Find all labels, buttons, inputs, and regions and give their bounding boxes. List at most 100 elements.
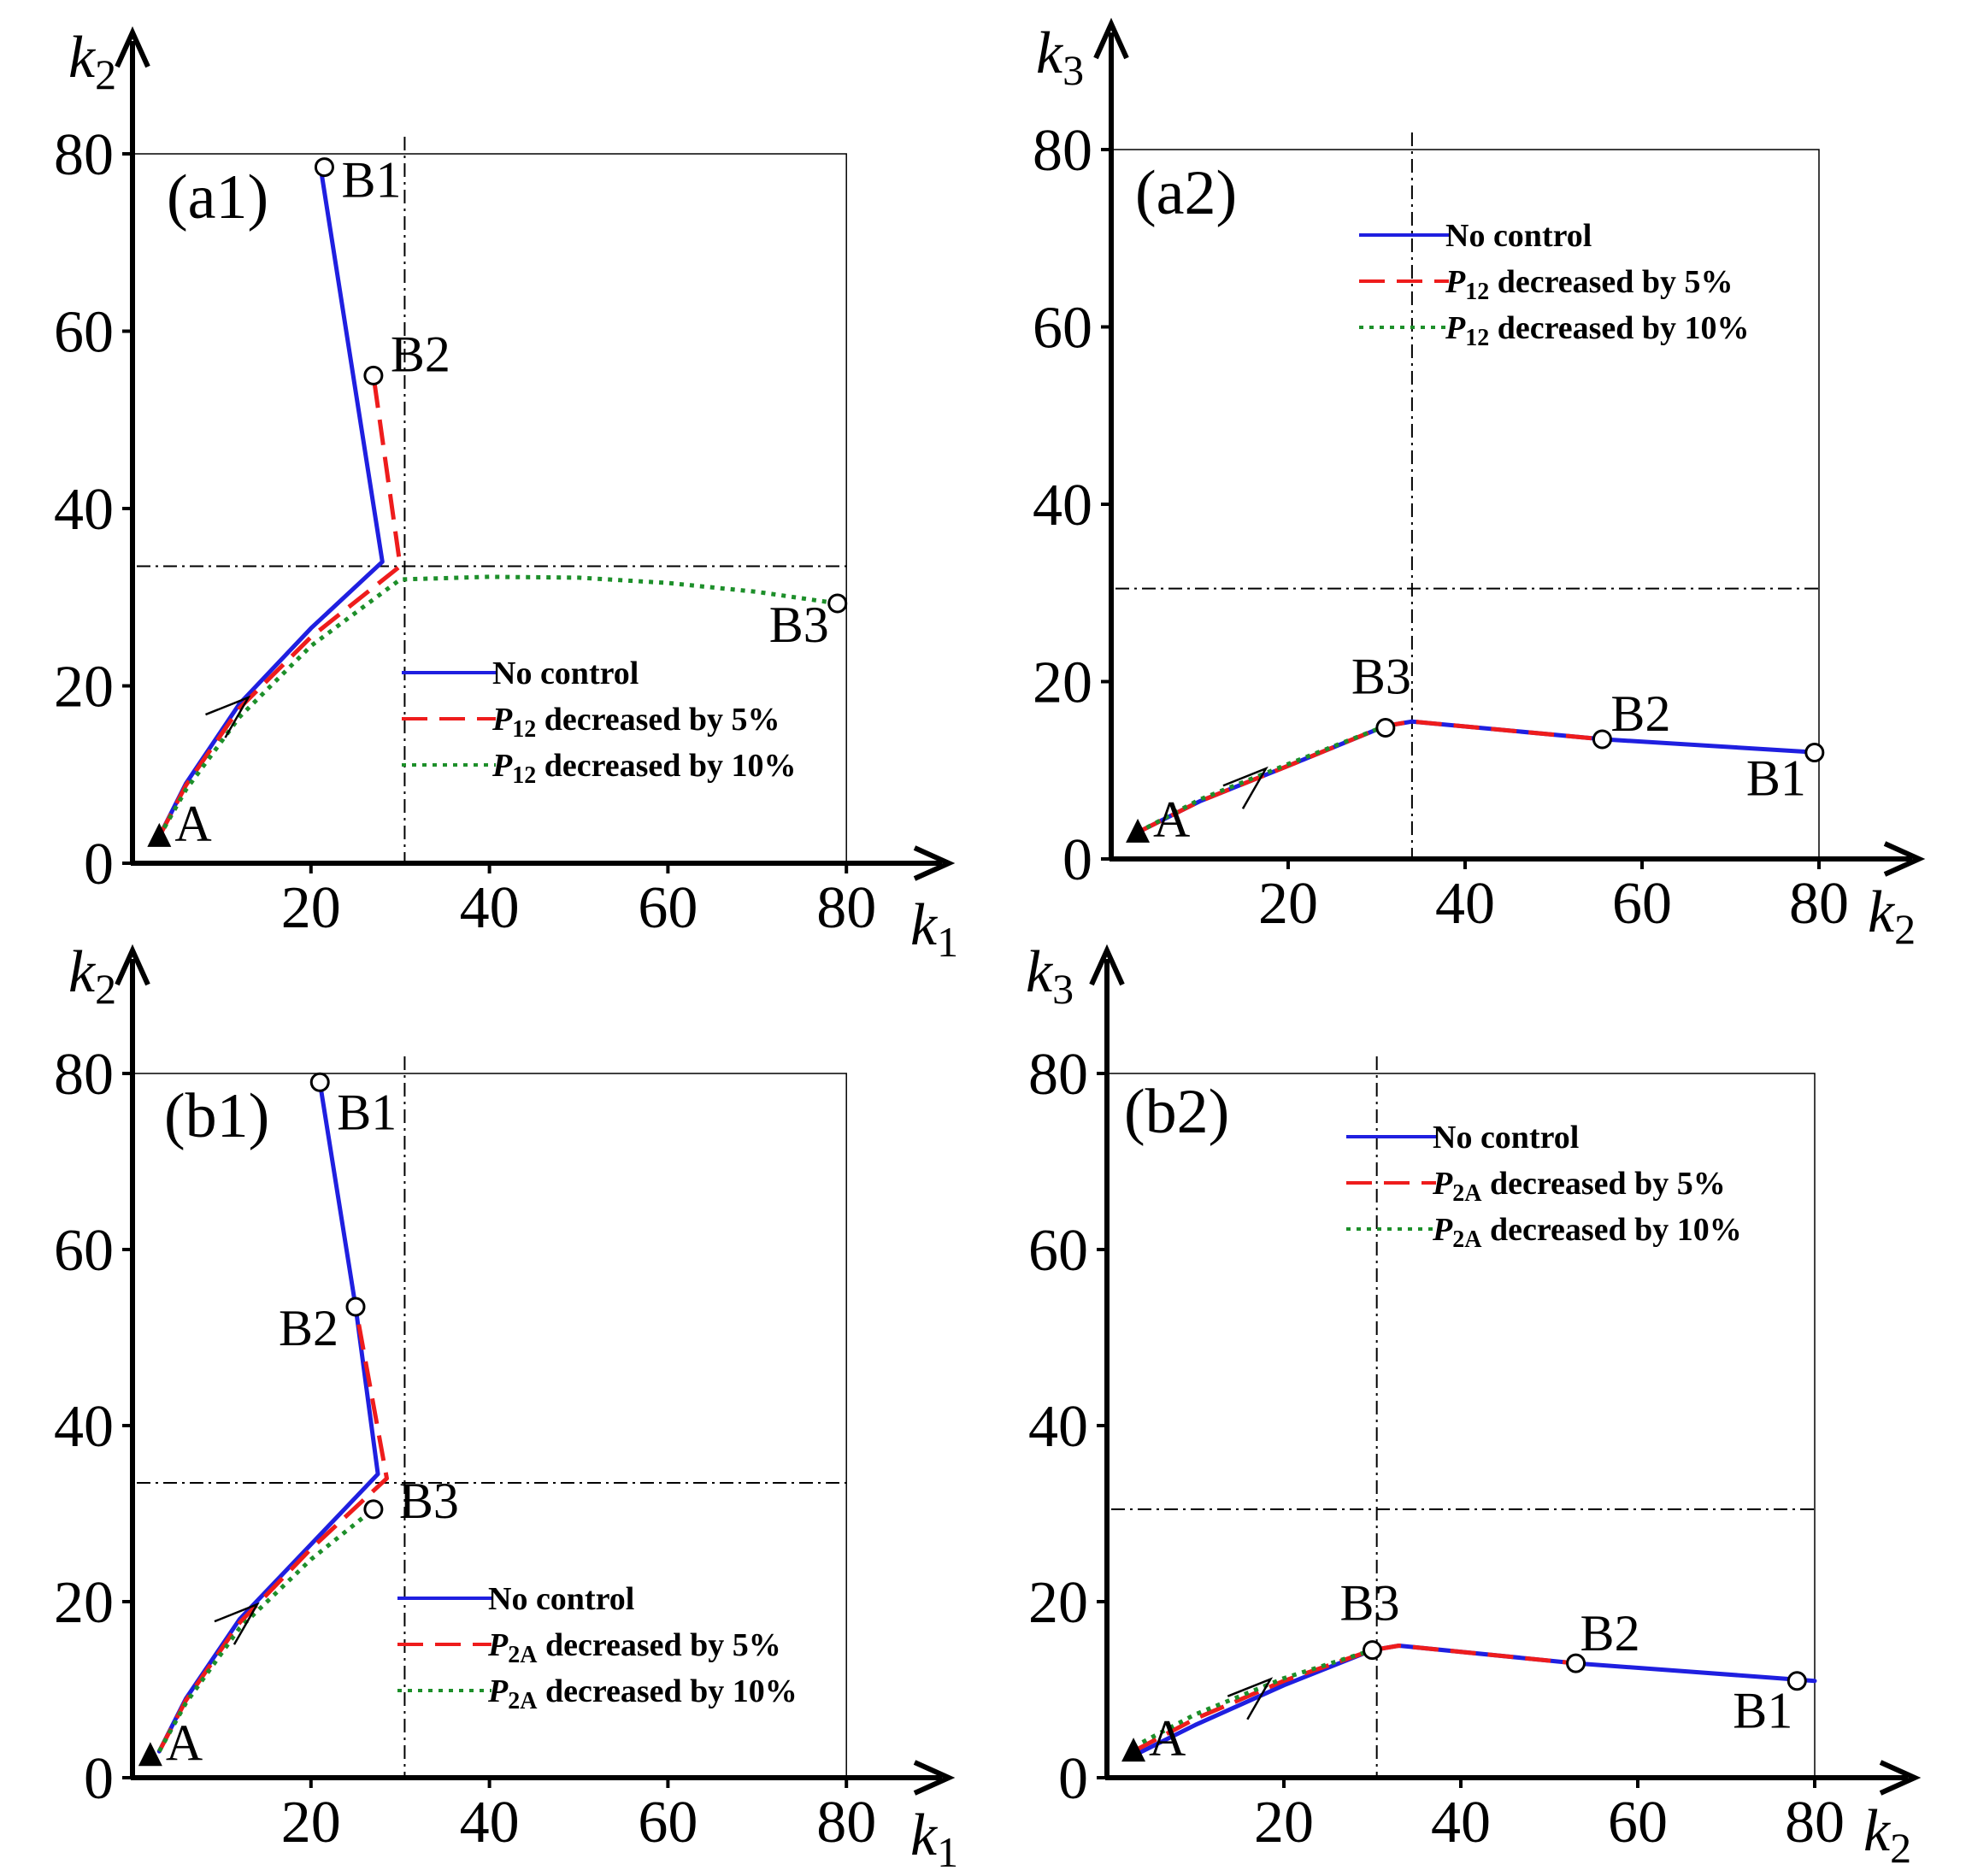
x-tick-label: 20	[1254, 1790, 1314, 1855]
y-tick-label: 40	[1033, 473, 1092, 538]
y-tick-label: 20	[1033, 650, 1092, 716]
direction-arrow-mark	[205, 695, 251, 738]
series-line-2	[157, 375, 403, 838]
end-point-label: B1	[341, 152, 401, 209]
start-point-marker	[1126, 818, 1151, 843]
legend-sub: 2A	[508, 1642, 538, 1668]
end-point-marker	[1592, 729, 1612, 750]
y-tick-label: 0	[84, 1746, 114, 1812]
y-tick-label: 60	[1033, 296, 1092, 362]
legend-label-2: P12 decreased by 5%	[492, 702, 780, 743]
x-axis-arrow	[913, 845, 956, 881]
legend-text: No control	[1445, 218, 1592, 254]
legend-text: decreased by 5%	[1489, 264, 1733, 300]
x-tick-label: 80	[816, 1790, 876, 1855]
y-tick-label: 80	[54, 1042, 114, 1108]
end-point-marker	[827, 593, 848, 614]
x-axis-arrow	[913, 1760, 956, 1796]
y-axis-label-sub: 3	[1052, 965, 1074, 1013]
legend-var: P	[1432, 1212, 1453, 1248]
start-point-label: A	[166, 1714, 203, 1771]
x-tick-label: 80	[816, 875, 876, 941]
y-tick-label: 40	[1028, 1394, 1088, 1460]
legend-text: decreased by 10%	[1489, 310, 1749, 346]
x-axis-label-sub: 1	[937, 918, 958, 966]
end-point-label: B1	[1733, 1683, 1792, 1739]
legend-label-1: No control	[488, 1581, 634, 1617]
start-point-marker	[1121, 1738, 1146, 1762]
series-line-2	[1132, 1644, 1576, 1754]
end-point-marker	[363, 1499, 384, 1520]
series-line-1	[156, 160, 385, 839]
y-tick-label: 0	[84, 832, 114, 897]
end-point-label: B2	[279, 1300, 338, 1356]
end-point-label: B1	[1746, 750, 1806, 807]
y-tick-label: 80	[1028, 1042, 1088, 1108]
x-axis-arrow	[1883, 841, 1926, 877]
series-line-3	[1136, 724, 1386, 835]
series-line-3	[1132, 1648, 1374, 1750]
legend-sub: 2A	[1452, 1180, 1482, 1207]
legend-label-2: P2A decreased by 5%	[487, 1627, 781, 1668]
y-axis-label-var: k	[1026, 939, 1054, 1005]
legend-sub: 12	[512, 716, 536, 743]
end-point-label: B3	[1340, 1575, 1400, 1632]
x-axis-arrow	[1879, 1760, 1922, 1796]
legend-label-2: P2A decreased by 5%	[1432, 1166, 1726, 1207]
x-tick-label: 80	[1785, 1790, 1845, 1855]
end-point-label: B2	[391, 326, 450, 382]
x-tick-label: 40	[1435, 871, 1495, 937]
y-axis-label-sub: 2	[95, 965, 116, 1013]
end-point-marker	[1804, 743, 1825, 762]
end-point-label: B1	[337, 1084, 397, 1140]
direction-arrow-mark	[1222, 766, 1268, 809]
panel-label: (b2)	[1124, 1077, 1229, 1147]
y-tick-label: 20	[54, 1570, 114, 1636]
end-point-marker	[309, 1072, 330, 1092]
legend-sub: 2A	[508, 1688, 538, 1714]
plot-frame	[132, 1073, 847, 1779]
x-tick-label: 60	[1608, 1790, 1668, 1855]
x-tick-label: 60	[638, 875, 698, 941]
y-tick-label: 60	[1028, 1218, 1088, 1284]
x-axis-label: k1	[910, 1802, 958, 1876]
y-axis-label: k2	[68, 939, 116, 1013]
x-tick-label: 80	[1789, 871, 1849, 937]
legend-var: P	[487, 1673, 509, 1709]
y-axis-arrow	[115, 26, 150, 68]
plot-frame	[1110, 149, 1820, 860]
direction-arrow-mark	[214, 1602, 260, 1645]
start-point-marker	[138, 1742, 162, 1767]
y-axis-label-var: k	[68, 25, 97, 91]
legend-text: decreased by 10%	[537, 1673, 797, 1709]
y-axis-label: k3	[1026, 939, 1074, 1013]
y-axis-label-sub: 2	[95, 50, 116, 98]
y-tick-label: 0	[1062, 827, 1092, 893]
y-tick-label: 80	[1033, 118, 1092, 184]
end-point-marker	[314, 157, 334, 178]
x-tick-label: 60	[1612, 871, 1672, 937]
y-tick-label: 20	[1028, 1570, 1088, 1636]
x-axis-label-sub: 2	[1890, 1824, 1911, 1872]
x-axis-label-sub: 1	[937, 1828, 958, 1876]
x-tick-label: 20	[1258, 871, 1318, 937]
legend-label-1: No control	[1445, 218, 1592, 254]
y-axis-arrow	[115, 944, 150, 986]
legend-text: decreased by 5%	[1481, 1166, 1725, 1202]
end-point-marker	[1363, 1640, 1382, 1661]
x-tick-label: 40	[1431, 1790, 1491, 1855]
y-axis-label-var: k	[1036, 21, 1064, 86]
legend-text: decreased by 5%	[536, 702, 780, 738]
y-tick-label: 40	[54, 1394, 114, 1460]
legend-sub: 12	[512, 762, 536, 789]
end-point-marker	[1375, 717, 1396, 738]
x-axis-label-var: k	[1868, 879, 1896, 945]
end-point-label: B3	[399, 1473, 459, 1529]
y-tick-label: 0	[1058, 1746, 1088, 1812]
y-axis-label: k2	[68, 25, 116, 98]
legend-text: No control	[492, 656, 639, 691]
series-line-3	[157, 1507, 375, 1753]
legend-sub: 12	[1465, 325, 1489, 351]
legend-var: P	[1445, 310, 1466, 346]
